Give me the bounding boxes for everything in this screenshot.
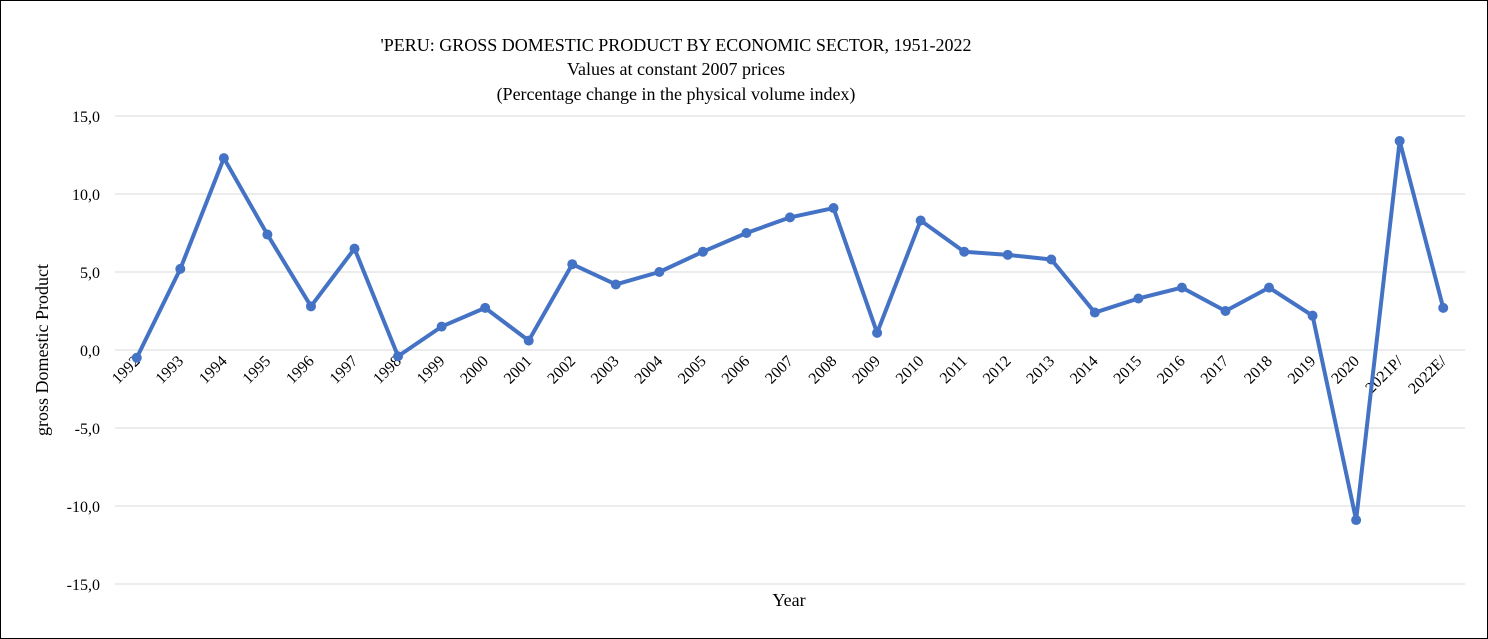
y-tick-label: 10,0 <box>72 187 100 204</box>
data-point <box>1176 282 1187 293</box>
x-tick-label: 2003 <box>588 353 623 388</box>
x-tick-label: 2007 <box>762 353 797 388</box>
x-tick-label: 2022E/ <box>1405 352 1450 397</box>
y-tick-label: 5,0 <box>80 265 100 282</box>
y-tick-label: -15,0 <box>67 577 100 594</box>
data-point <box>1220 306 1231 316</box>
x-tick-label: 2009 <box>849 353 884 388</box>
data-point <box>1307 310 1318 321</box>
x-tick-label: 2004 <box>632 353 667 388</box>
data-point <box>828 203 839 214</box>
chart-title: 'PERU: GROSS DOMESTIC PRODUCT BY ECONOMI… <box>381 35 972 105</box>
data-point <box>1264 282 1275 293</box>
x-tick-label: 2017 <box>1198 353 1233 388</box>
y-axis-title: gross Domestic Product <box>32 264 52 436</box>
data-point <box>697 246 708 257</box>
data-point <box>1046 254 1057 265</box>
data-point <box>305 301 316 312</box>
chart-title-line-3: (Percentage change in the physical volum… <box>497 84 856 105</box>
x-tick-label: 2010 <box>893 353 928 388</box>
y-tick-label: -10,0 <box>67 499 100 516</box>
data-point <box>1133 293 1144 304</box>
data-point <box>131 352 142 363</box>
x-tick-label: 2019 <box>1285 353 1320 388</box>
data-point <box>1438 302 1449 313</box>
x-tick-label: 1996 <box>283 353 318 388</box>
data-point <box>567 259 578 270</box>
y-tick-label: 0,0 <box>80 343 100 360</box>
x-tick-label: 2001 <box>501 353 536 388</box>
data-point <box>959 246 970 257</box>
data-point <box>523 335 534 346</box>
data-point <box>915 215 926 226</box>
x-tick-label: 2016 <box>1154 353 1189 388</box>
data-point <box>262 229 273 240</box>
data-point <box>872 327 883 338</box>
data-point <box>1351 515 1362 526</box>
x-tick-label: 2015 <box>1111 353 1146 388</box>
series-gdp <box>131 135 1449 526</box>
chart-title-line-1: 'PERU: GROSS DOMESTIC PRODUCT BY ECONOMI… <box>381 35 972 55</box>
chart-title-line-2: Values at constant 2007 prices <box>567 59 785 79</box>
data-point <box>480 302 491 313</box>
x-tick-label: 2008 <box>806 353 841 388</box>
y-axis-tick-labels: 15,0 10,0 5,0 0,0 -5,0 -10,0 -15,0 <box>67 109 100 594</box>
x-tick-label: 2012 <box>980 353 1015 388</box>
x-tick-label: 2011 <box>937 353 971 387</box>
y-tick-label: 15,0 <box>72 109 100 126</box>
data-point <box>1089 307 1100 318</box>
x-tick-label: 2020 <box>1328 353 1363 388</box>
data-point <box>218 153 229 164</box>
x-tick-label: 2000 <box>457 353 492 388</box>
x-tick-label: 2002 <box>544 353 579 388</box>
data-point <box>610 279 621 290</box>
gridlines <box>115 115 1465 585</box>
data-point <box>654 267 665 277</box>
x-tick-label: 2005 <box>675 353 710 388</box>
x-tick-label: 1994 <box>196 353 231 388</box>
x-tick-label: 1993 <box>153 353 188 388</box>
x-tick-label: 1999 <box>414 353 449 388</box>
x-tick-label: 2013 <box>1023 353 1058 388</box>
x-axis-tick-labels: 1992 1993 1994 1995 1996 1997 1998 1999 2000 2001… <box>109 352 1450 397</box>
data-point <box>1394 135 1405 146</box>
data-point <box>436 321 447 332</box>
x-axis-title: Year <box>772 590 805 610</box>
data-point <box>741 228 752 238</box>
x-tick-label: 1995 <box>240 353 275 388</box>
series-line <box>134 138 1446 523</box>
data-point <box>1002 249 1013 260</box>
x-tick-label: 2018 <box>1241 353 1276 388</box>
data-point <box>349 243 360 254</box>
data-point <box>785 212 795 223</box>
data-point <box>393 351 404 362</box>
x-tick-label: 1997 <box>327 353 362 388</box>
y-tick-label: -5,0 <box>75 421 100 438</box>
x-tick-label: 2006 <box>719 353 754 388</box>
data-point <box>175 263 186 274</box>
x-tick-label: 2014 <box>1067 353 1102 388</box>
